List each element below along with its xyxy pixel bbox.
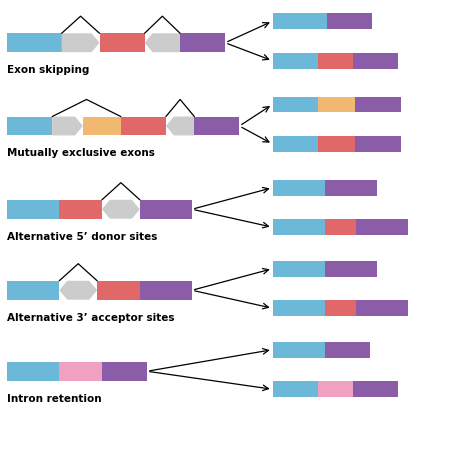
Bar [356,301,408,316]
Bar [353,53,398,68]
Bar [356,96,401,112]
Bar [140,281,192,300]
Bar [353,382,398,397]
Bar [273,261,325,276]
Bar [325,261,377,276]
Bar [7,362,59,381]
Bar [356,136,401,152]
Bar [318,136,356,152]
Polygon shape [59,281,97,300]
Bar [318,96,356,112]
Bar [356,219,408,235]
Bar [194,117,239,135]
Text: Intron retention: Intron retention [7,394,102,404]
Bar [273,219,325,235]
Bar [325,301,356,316]
Bar [273,382,318,397]
Bar [7,200,59,219]
Polygon shape [166,117,194,135]
Bar [7,281,59,300]
Bar [180,33,225,52]
Bar [273,13,327,29]
Bar [59,200,102,219]
Bar [318,53,353,68]
Polygon shape [62,33,100,52]
Bar [273,136,318,152]
Bar [325,219,356,235]
Polygon shape [102,200,140,219]
Bar [273,53,318,68]
Bar [327,13,372,29]
Text: Alternative 3’ acceptor sites: Alternative 3’ acceptor sites [7,313,174,323]
Bar [273,301,325,316]
Bar [325,342,370,357]
Bar [59,362,102,381]
Text: Mutually exclusive exons: Mutually exclusive exons [7,148,155,158]
Bar [102,362,147,381]
Bar [273,342,325,357]
Bar [121,117,166,135]
Bar [100,33,145,52]
Bar [7,117,52,135]
Bar [140,200,192,219]
Text: Exon skipping: Exon skipping [7,65,90,75]
Bar [318,382,353,397]
Bar [273,96,318,112]
Bar [83,117,121,135]
Bar [325,180,377,195]
Polygon shape [52,117,83,135]
Bar [7,33,62,52]
Text: Alternative 5’ donor sites: Alternative 5’ donor sites [7,232,157,242]
Bar [97,281,140,300]
Bar [273,180,325,195]
Polygon shape [145,33,180,52]
